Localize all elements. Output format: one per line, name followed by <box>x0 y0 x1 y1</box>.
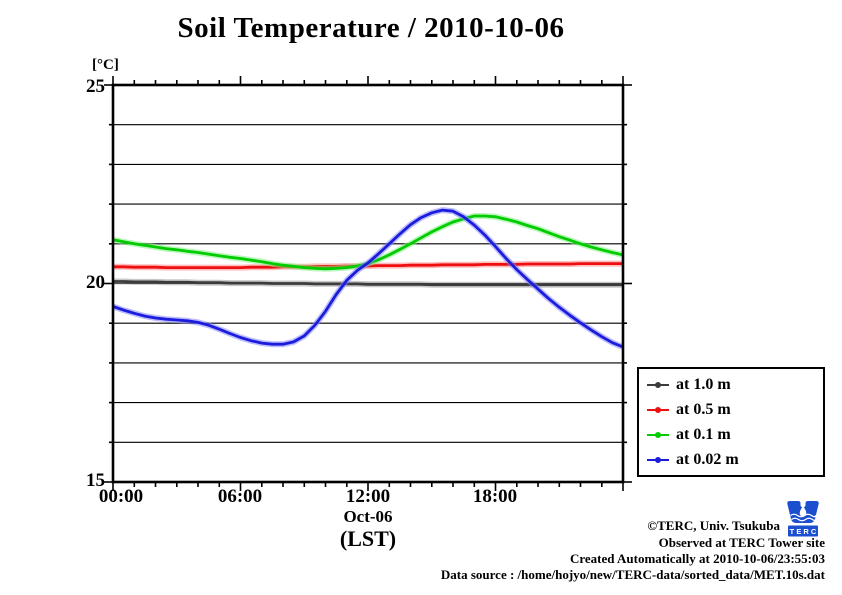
x-axis-timezone-label: (LST) <box>339 526 397 551</box>
footer-created: Created Automatically at 2010-10-06/23:5… <box>569 551 825 566</box>
chart-title: Soil Temperature / 2010-10-06 <box>177 12 565 44</box>
legend-row-0-02m: at 0.02 m <box>647 448 823 472</box>
legend-box: at 1.0 m at 0.5 m at 0.1 m at 0.02 m <box>637 367 825 477</box>
y-tick-label-25: 25 <box>86 76 105 97</box>
legend-label: at 1.0 m <box>676 375 731 393</box>
legend-line-sample-icon <box>647 380 669 390</box>
x-tick-label-1800: 18:00 <box>472 486 518 507</box>
legend-line-sample-icon <box>647 405 669 415</box>
x-tick-label-1200: 12:00 <box>345 486 391 507</box>
legend-line-sample-icon <box>647 455 669 465</box>
legend-row-0-1m: at 0.1 m <box>647 423 823 447</box>
legend-label: at 0.5 m <box>676 400 731 418</box>
y-tick-label-20: 20 <box>86 272 105 293</box>
x-tick-label-0000: 00:00 <box>98 486 144 507</box>
y-axis-unit-label: [°C] <box>92 57 119 73</box>
x-axis-date-label: Oct-06 <box>343 507 393 526</box>
footer-data-source: Data source : /home/hojyo/new/TERC-data/… <box>440 567 825 582</box>
legend-label: at 0.1 m <box>676 425 731 443</box>
legend-line-sample-icon <box>647 430 669 440</box>
terc-logo-text: T E R C <box>790 527 817 536</box>
footer-credit: ©TERC, Univ. Tsukuba <box>647 518 780 533</box>
legend-label: at 0.02 m <box>676 450 739 468</box>
y-tick-label-15: 15 <box>86 470 105 491</box>
x-tick-label-0600: 06:00 <box>217 486 263 507</box>
legend-row-1-0m: at 1.0 m <box>647 373 823 397</box>
footer-observed: Observed at TERC Tower site <box>658 535 825 550</box>
legend-row-0-5m: at 0.5 m <box>647 398 823 422</box>
terc-logo-icon: T E R C <box>787 501 819 537</box>
